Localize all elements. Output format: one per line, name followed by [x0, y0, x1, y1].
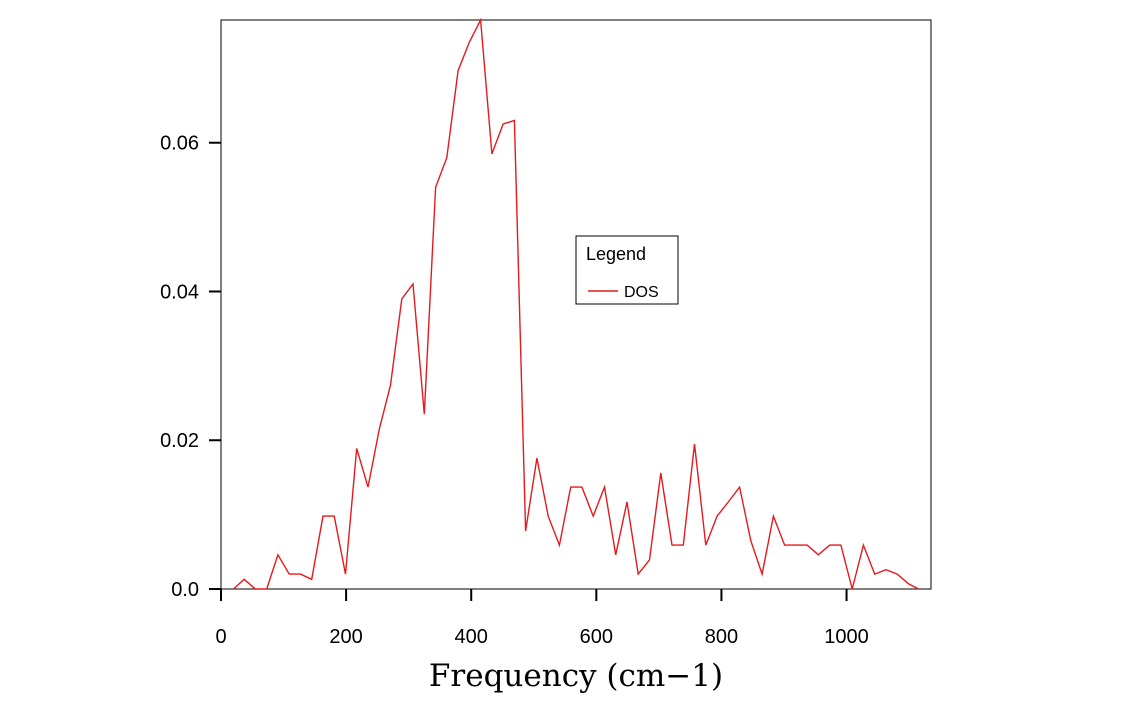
legend-title: Legend	[586, 244, 646, 264]
y-axis: 0.0 0.02 0.04 0.06	[160, 133, 221, 601]
x-axis: 0 200 400 600 800 1000	[215, 589, 869, 648]
series-line-dos	[233, 17, 919, 590]
x-axis-title: Frequency (cm−1)	[429, 658, 723, 694]
x-tick-label: 800	[705, 626, 738, 648]
y-tick-label: 0.04	[160, 281, 199, 303]
x-tick-label: 600	[580, 626, 613, 648]
x-tick-label: 200	[329, 626, 362, 648]
x-tick-label: 400	[455, 626, 488, 648]
legend-label-dos: DOS	[624, 284, 659, 301]
x-tick-label: 0	[215, 626, 226, 648]
y-tick-label: 0.0	[171, 579, 199, 601]
legend: Legend DOS	[575, 235, 679, 305]
legend-box	[575, 235, 679, 305]
y-tick-label: 0.06	[160, 133, 199, 155]
plot-frame	[220, 19, 932, 590]
x-tick-label: 1000	[824, 626, 869, 648]
y-tick-label: 0.02	[160, 430, 199, 452]
